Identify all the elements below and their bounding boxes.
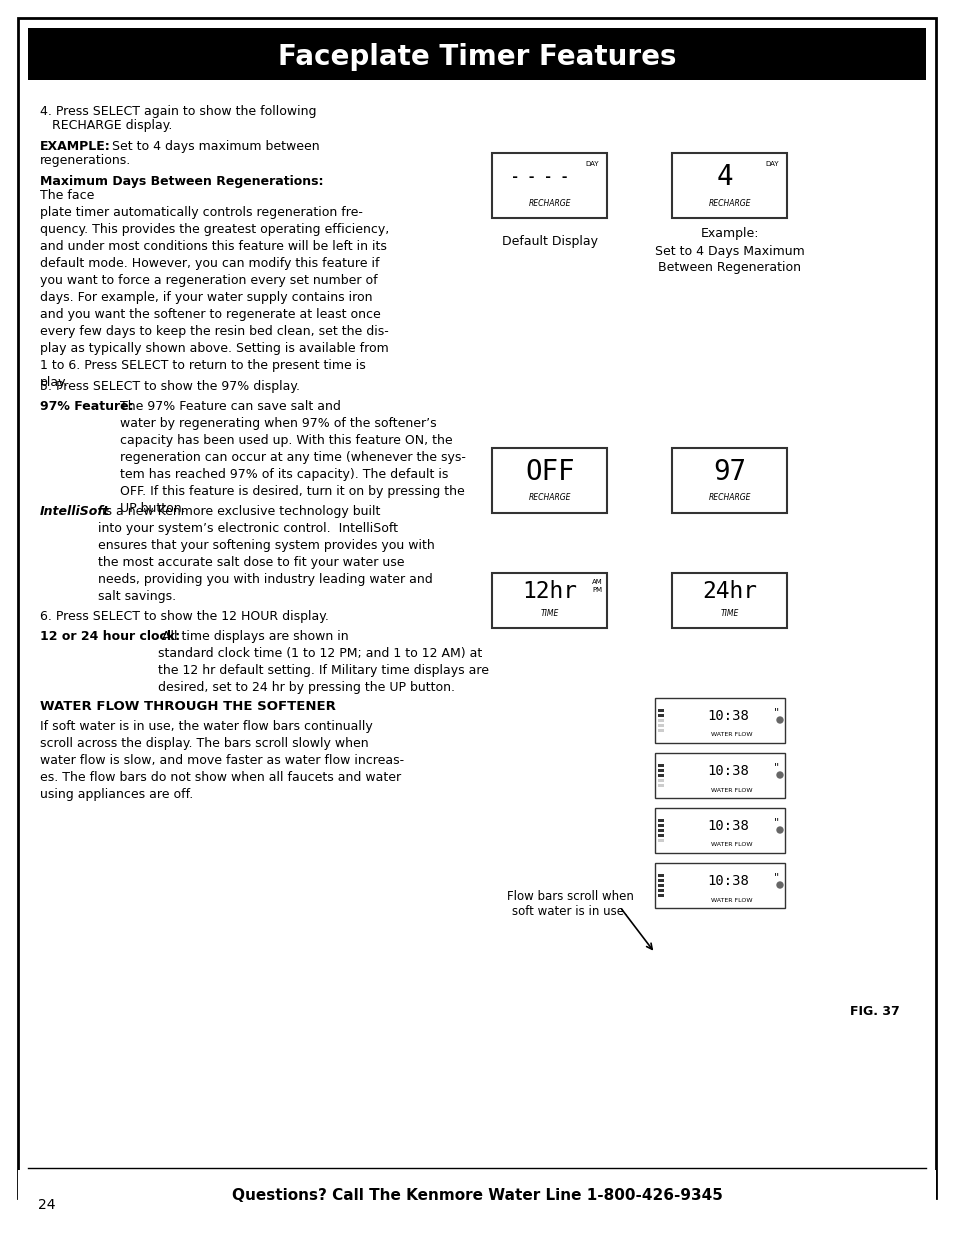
Bar [658,778,663,782]
Bar [28,28,925,80]
Text: 10:38: 10:38 [706,709,748,722]
Text: 5. Press SELECT to show the 97% display.: 5. Press SELECT to show the 97% display. [40,380,299,393]
Text: 10:38: 10:38 [706,819,748,832]
Bar [672,447,786,513]
Bar [658,878,663,882]
Text: RECHARGE: RECHARGE [528,494,571,503]
Bar [658,839,663,841]
Text: WATER FLOW: WATER FLOW [711,732,752,737]
Bar [658,714,663,716]
Text: EXAMPLE:: EXAMPLE: [40,140,111,153]
Text: 6. Press SELECT to show the 12 HOUR display.: 6. Press SELECT to show the 12 HOUR disp… [40,610,329,622]
Text: Default Display: Default Display [501,236,598,248]
Text: Maximum Days Between Regenerations:: Maximum Days Between Regenerations: [40,175,323,188]
Bar [658,829,663,831]
Text: Example:
Set to 4 Days Maximum
Between Regeneration: Example: Set to 4 Days Maximum Between R… [655,227,804,274]
Text: FIG. 37: FIG. 37 [849,1005,899,1018]
Bar [658,824,663,826]
Bar [672,152,786,217]
Text: Questions? Call The Kenmore Water Line 1-800-426-9345: Questions? Call The Kenmore Water Line 1… [232,1188,721,1203]
Text: TIME: TIME [540,609,558,618]
Text: DAY: DAY [585,161,598,167]
Bar [658,834,663,836]
Text: regenerations.: regenerations. [40,154,132,167]
Text: WATER FLOW: WATER FLOW [711,842,752,847]
Bar [658,719,663,721]
Text: 4. Press SELECT again to show the following: 4. Press SELECT again to show the follow… [40,105,316,119]
Text: 10:38: 10:38 [706,874,748,888]
Bar [655,752,784,798]
Bar [658,893,663,897]
Text: AM: AM [591,578,602,584]
Text: 24: 24 [38,1198,55,1212]
Bar [658,883,663,887]
Bar [658,888,663,892]
Text: RECHARGE: RECHARGE [708,494,750,503]
Bar [672,573,786,627]
Text: ": " [774,706,779,718]
Text: 24hr: 24hr [701,580,757,604]
Bar [658,773,663,777]
Text: OFF: OFF [525,458,574,487]
Bar [658,729,663,731]
Text: 12 or 24 hour clock:: 12 or 24 hour clock: [40,630,180,643]
Text: RECHARGE: RECHARGE [708,199,750,207]
Bar [492,447,607,513]
Text: WATER FLOW: WATER FLOW [711,898,752,903]
Bar [492,573,607,627]
Text: 97: 97 [713,458,745,487]
Circle shape [776,827,782,832]
Text: 97% Feature:: 97% Feature: [40,400,133,412]
Text: 12hr: 12hr [522,580,577,604]
Bar [658,763,663,767]
Text: All time displays are shown in
standard clock time (1 to 12 PM; and 1 to 12 AM) : All time displays are shown in standard … [158,630,489,694]
Text: ": " [774,872,779,882]
Text: ": " [774,762,779,772]
Text: 10:38: 10:38 [706,764,748,778]
Text: PM: PM [592,587,602,593]
Text: DAY: DAY [765,161,779,167]
Text: - - - -: - - - - [511,170,568,184]
Text: ": " [774,818,779,827]
Bar [658,724,663,726]
Text: RECHARGE: RECHARGE [528,199,571,207]
Text: TIME: TIME [720,609,739,618]
Text: The 97% Feature can save salt and
water by regenerating when 97% of the softener: The 97% Feature can save salt and water … [120,400,465,515]
Text: Faceplate Timer Features: Faceplate Timer Features [277,43,676,70]
Circle shape [776,772,782,778]
Bar [658,873,663,877]
Text: Flow bars scroll when
soft water is in use.: Flow bars scroll when soft water is in u… [506,890,633,918]
Bar [658,709,663,711]
Circle shape [776,718,782,722]
Text: RECHARGE display.: RECHARGE display. [52,119,172,132]
Text: Set to 4 days maximum between: Set to 4 days maximum between [108,140,319,153]
Bar [655,862,784,908]
Bar [655,808,784,852]
Bar [658,819,663,821]
Text: is a new Kenmore exclusive technology built
into your system’s electronic contro: is a new Kenmore exclusive technology bu… [98,505,435,603]
Bar [655,698,784,742]
Text: 4: 4 [716,163,733,191]
Text: The face
plate timer automatically controls regeneration fre-
quency. This provi: The face plate timer automatically contr… [40,189,389,389]
Text: WATER FLOW THROUGH THE SOFTENER: WATER FLOW THROUGH THE SOFTENER [40,700,335,713]
Bar [658,783,663,787]
Bar [658,768,663,772]
Text: If soft water is in use, the water flow bars continually
scroll across the displ: If soft water is in use, the water flow … [40,720,404,802]
Bar [18,1170,935,1200]
Text: IntelliSoft: IntelliSoft [40,505,110,517]
Text: WATER FLOW: WATER FLOW [711,788,752,793]
Circle shape [776,882,782,888]
Bar [492,152,607,217]
